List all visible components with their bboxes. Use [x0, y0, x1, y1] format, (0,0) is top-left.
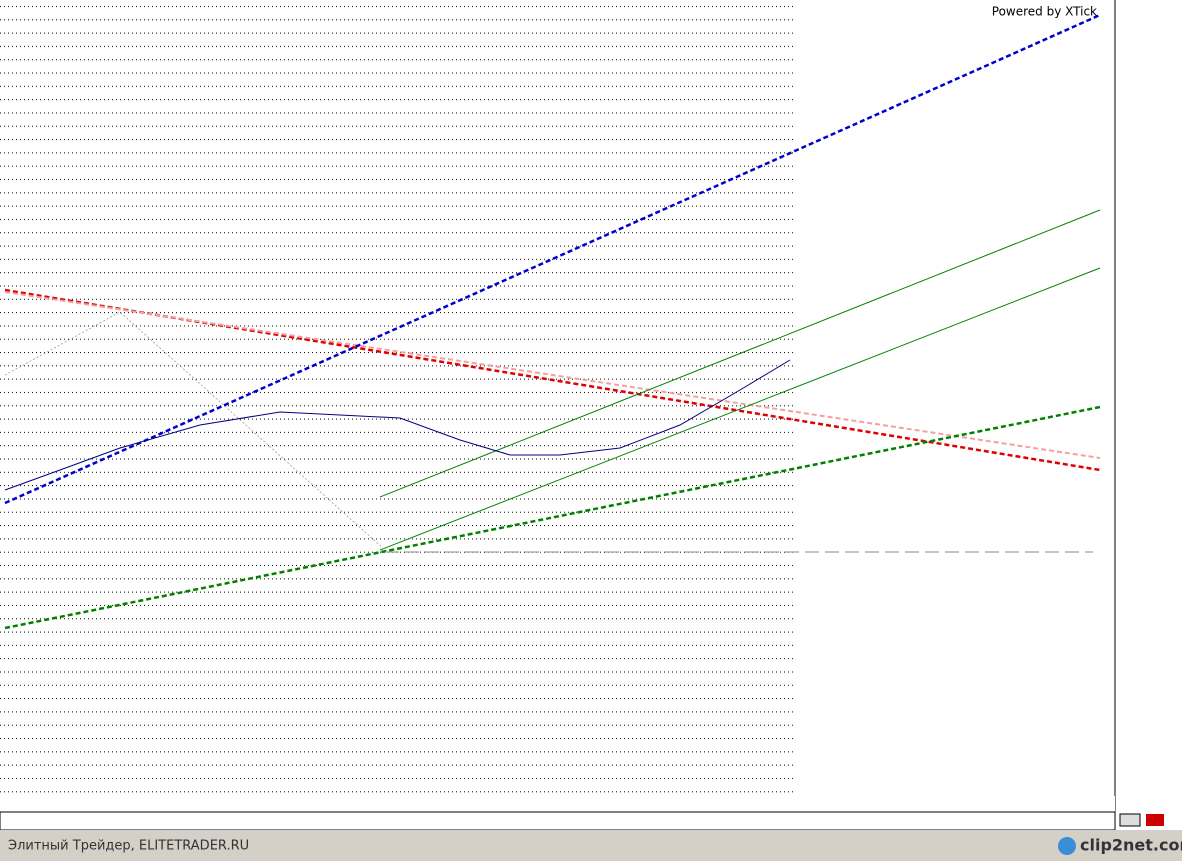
channel-line — [379, 267, 1101, 551]
footer — [0, 830, 1182, 861]
button[interactable] — [1146, 814, 1164, 826]
drawings — [4, 13, 1101, 630]
moving-average — [4, 359, 791, 491]
trend-line — [4, 291, 1101, 459]
trend-line — [4, 405, 1101, 630]
date-row — [0, 796, 1115, 812]
logo — [1058, 837, 1076, 855]
minor-grid — [0, 0, 795, 795]
channel-line — [379, 209, 1101, 498]
button[interactable] — [1119, 813, 1141, 827]
zigzag — [4, 311, 386, 551]
header: Powered by XTick — [992, 5, 1097, 19]
footer-right: clip2net.com — [1080, 836, 1182, 855]
time-row — [0, 811, 1116, 831]
footer-left: Элитный Трейдер, ELITETRADER.RU — [8, 839, 249, 854]
